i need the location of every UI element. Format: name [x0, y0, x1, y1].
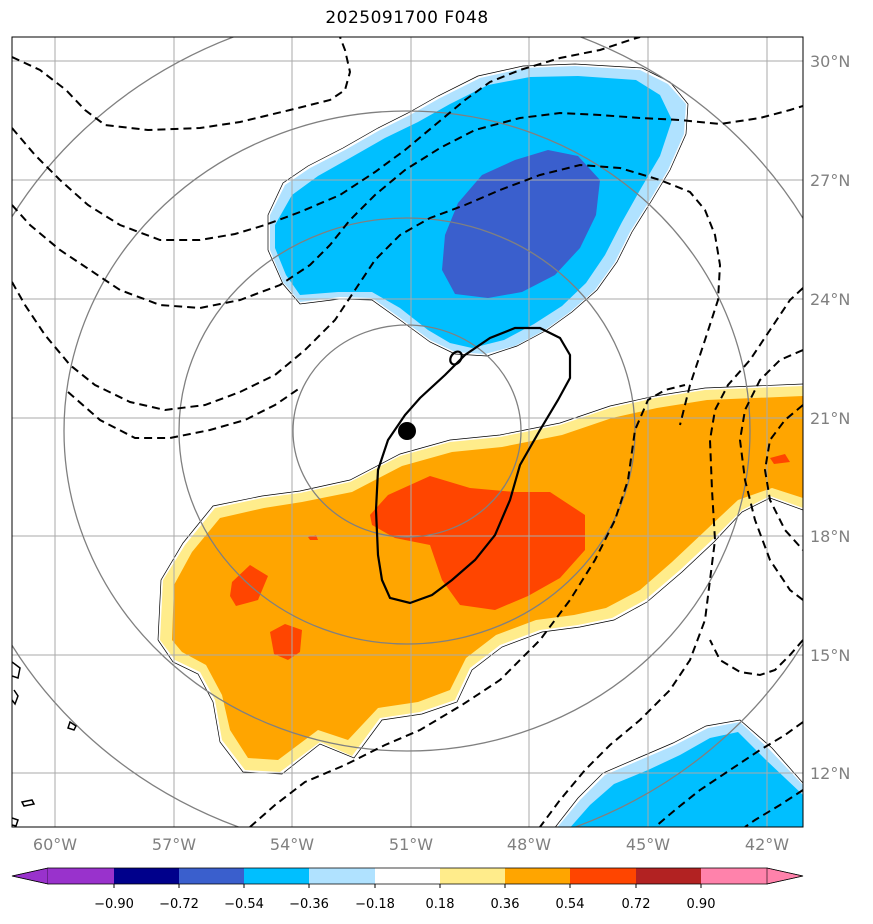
- colorbar-label-1: −0.72: [159, 897, 199, 912]
- colorbar-label-6: 0.36: [491, 897, 520, 912]
- coastline-fragments: [12, 661, 77, 827]
- colorbar-ticks: [113, 884, 702, 888]
- range-ring-1: [292, 324, 522, 538]
- colorbar-label-5: 0.18: [426, 897, 455, 912]
- lat-label-18: 18°N: [810, 527, 850, 546]
- map-frame: [11, 36, 804, 828]
- storm-center-marker: [398, 422, 416, 440]
- colorbar-bin-0: [48, 868, 114, 884]
- colorbar-bin-9: [636, 868, 701, 884]
- colorbar: −0.90 −0.72 −0.54 −0.36 −0.18 0.18 0.36 …: [11, 867, 804, 912]
- lat-label-12: 12°N: [810, 764, 850, 783]
- negative-anomaly-north: [270, 66, 686, 354]
- lon-label-54w: 54°W: [270, 835, 314, 854]
- colorbar-bin-1: [114, 868, 179, 884]
- colorbar-bin-8: [570, 868, 636, 884]
- lat-label-24: 24°N: [810, 290, 850, 309]
- colorbar-bin-7: [505, 868, 570, 884]
- colorbar-bin-3: [244, 868, 309, 884]
- longitude-labels: 60°W 57°W 54°W 51°W 48°W 45°W 42°W: [33, 835, 789, 854]
- range-ring-3: [63, 110, 751, 752]
- colorbar-extend-high: [766, 867, 804, 885]
- colorbar-bin-5: [375, 868, 440, 884]
- range-rings: [12, 37, 803, 827]
- colorbar-bin-4: [309, 868, 375, 884]
- colorbar-label-2: −0.54: [224, 897, 264, 912]
- colorbar-outline: [11, 867, 804, 885]
- lon-label-45w: 45°W: [626, 835, 670, 854]
- lon-label-51w: 51°W: [389, 835, 433, 854]
- colorbar-bin-2: [179, 868, 244, 884]
- colorbar-label-9: 0.90: [687, 897, 716, 912]
- anomaly-outlines: [157, 63, 803, 827]
- colorbar-extend-low: [11, 867, 49, 885]
- lat-label-21: 21°N: [810, 409, 850, 428]
- lat-label-30: 30°N: [810, 52, 850, 71]
- solid-contour: [374, 326, 572, 605]
- positive-anomaly-south: [160, 386, 803, 772]
- map-plot-area: [12, 37, 803, 827]
- colorbar-label-3: −0.36: [289, 897, 329, 912]
- colorbar-bin-6: [440, 868, 505, 884]
- colorbar-label-0: −0.90: [94, 897, 134, 912]
- lat-label-27: 27°N: [810, 171, 850, 190]
- negative-anomaly-strong: [442, 150, 600, 298]
- positive-anomaly-strong-1: [370, 476, 585, 610]
- lon-label-42w: 42°W: [745, 835, 789, 854]
- lat-label-15: 15°N: [810, 646, 850, 665]
- colorbar-bin-10: [701, 868, 767, 884]
- colorbar-label-8: 0.72: [622, 897, 651, 912]
- dashed-contours: [12, 37, 803, 827]
- map-title: 2025091700 F048: [325, 8, 489, 28]
- colorbar-label-4: −0.18: [355, 897, 395, 912]
- positive-anomaly-strong-4: [770, 454, 790, 464]
- latitude-labels: 30°N 27°N 24°N 21°N 18°N 15°N 12°N: [810, 52, 850, 783]
- range-ring-2: [178, 217, 636, 645]
- colorbar-label-7: 0.54: [556, 897, 585, 912]
- positive-anomaly-strong-3: [270, 624, 302, 660]
- lon-label-48w: 48°W: [507, 835, 551, 854]
- lon-label-60w: 60°W: [33, 835, 77, 854]
- lon-label-57w: 57°W: [152, 835, 196, 854]
